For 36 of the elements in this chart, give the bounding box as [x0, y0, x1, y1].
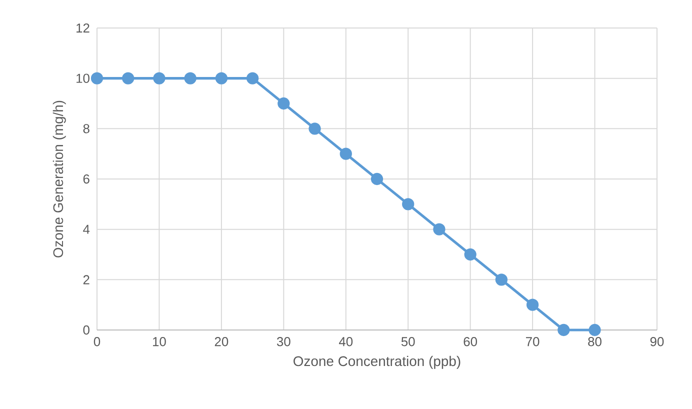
- x-tick-label: 0: [94, 337, 100, 346]
- point: [402, 198, 414, 210]
- x-tick-label: 30: [276, 337, 290, 346]
- point: [122, 72, 134, 84]
- point: [153, 72, 166, 84]
- x-tick-label: 20: [214, 337, 228, 346]
- y-tick-label: 4: [83, 224, 90, 234]
- point: [278, 97, 290, 110]
- y-tick-label: 12: [76, 23, 90, 33]
- point: [526, 298, 539, 311]
- x-tick-label: 80: [588, 337, 602, 346]
- x-tick-label: 10: [153, 337, 166, 346]
- x-tick-label: 70: [526, 337, 540, 346]
- point: [246, 72, 259, 84]
- point: [495, 274, 508, 286]
- point: [308, 122, 321, 135]
- y-tick-label: 8: [83, 124, 90, 134]
- point: [184, 72, 196, 84]
- point: [215, 72, 228, 84]
- y-tick-label: 6: [83, 174, 90, 184]
- y-tick-label: 2: [83, 275, 90, 284]
- point: [340, 148, 352, 160]
- x-tick-label: 40: [338, 337, 353, 346]
- y-tick-label: 0: [83, 325, 90, 335]
- y-tick-label: 10: [76, 74, 90, 83]
- x-axis-title: Ozone Concentration (ppb): [294, 356, 460, 369]
- x-tick-label: 50: [401, 337, 415, 346]
- point: [90, 72, 104, 84]
- x-tick-label: 60: [464, 337, 478, 346]
- point: [588, 324, 601, 336]
- x-tick-label: 90: [650, 337, 664, 346]
- y-axis-title: Ozone Generation (mg/h): [52, 100, 66, 258]
- point: [370, 172, 384, 186]
- point: [558, 324, 570, 336]
- point: [433, 223, 446, 236]
- point: [464, 248, 476, 261]
